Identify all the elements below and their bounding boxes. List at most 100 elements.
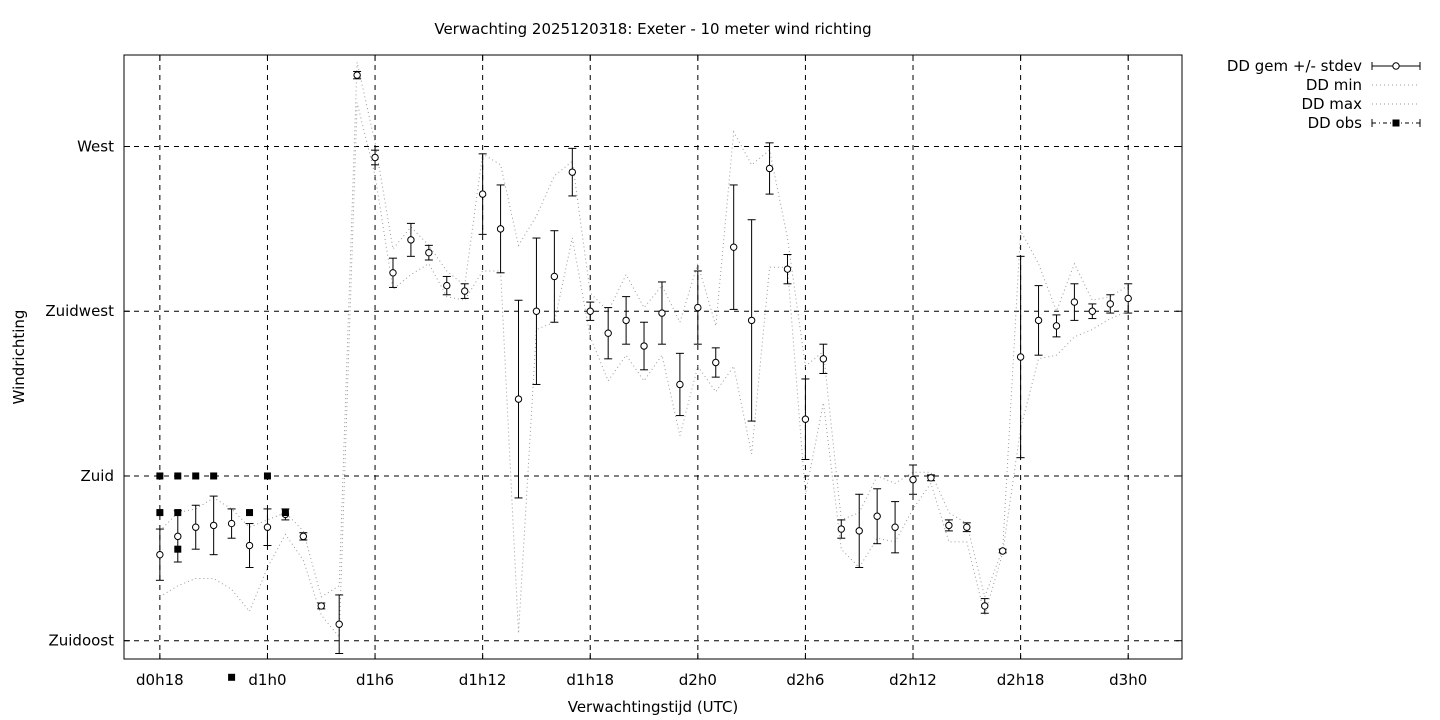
dd-min-line bbox=[159, 102, 1129, 639]
dd-mean-errorbar bbox=[657, 281, 666, 345]
dd-mean-point bbox=[156, 550, 164, 559]
dd-mean-point bbox=[514, 395, 523, 403]
dd-mean-errorbar bbox=[1070, 283, 1079, 321]
dd-mean-point bbox=[855, 527, 863, 535]
dd-mean-point bbox=[174, 532, 182, 541]
dd-mean-point bbox=[658, 309, 666, 317]
dd-obs-point bbox=[210, 472, 218, 480]
y-tick-label: Zuid bbox=[81, 467, 114, 485]
legend-swatch-point bbox=[1392, 62, 1400, 70]
dd-mean-errorbar bbox=[622, 296, 631, 345]
dd-mean-point bbox=[192, 523, 200, 531]
dd-mean-errorbar bbox=[926, 474, 935, 482]
dd-mean-errorbar bbox=[245, 523, 254, 568]
dd-mean-point bbox=[998, 547, 1007, 555]
dd-mean-point bbox=[927, 474, 935, 482]
dd-obs-point bbox=[281, 509, 289, 517]
dd-mean-errorbar bbox=[765, 142, 774, 195]
dd-mean-point bbox=[317, 602, 325, 610]
dd-mean-errorbar bbox=[406, 222, 415, 257]
x-tick-label: d2h12 bbox=[889, 671, 937, 689]
dd-mean-point bbox=[353, 71, 361, 79]
dd-mean-errorbar bbox=[604, 307, 613, 360]
plot-frame bbox=[123, 54, 1183, 660]
dd-mean-errorbar bbox=[388, 257, 397, 288]
dd-mean-point bbox=[245, 541, 254, 550]
dd-mean-point bbox=[1106, 300, 1114, 308]
legend-label: DD obs bbox=[1308, 114, 1363, 132]
dd-mean-point bbox=[263, 523, 272, 531]
x-tick-label: d0h18 bbox=[136, 671, 184, 689]
dd-mean-point bbox=[1016, 353, 1025, 361]
dd-mean-errorbar bbox=[675, 352, 684, 417]
dd-mean-errorbar bbox=[1106, 294, 1115, 314]
dd-mean-point bbox=[963, 523, 971, 531]
dd-mean-point bbox=[747, 316, 756, 325]
dd-mean-errorbar bbox=[568, 147, 577, 197]
dd-mean-point bbox=[729, 243, 738, 251]
dd-mean-point bbox=[1052, 322, 1061, 330]
x-axis-label: Verwachtingstijd (UTC) bbox=[568, 698, 739, 716]
dd-mean-point bbox=[945, 521, 953, 530]
dd-mean-errorbar bbox=[980, 598, 989, 614]
dd-mean-errorbar bbox=[550, 230, 559, 323]
dd-mean-errorbar bbox=[335, 594, 344, 655]
dd-mean-errorbar bbox=[155, 528, 164, 581]
dd-mean-errorbar bbox=[819, 343, 828, 374]
legend-swatch-point bbox=[1392, 119, 1400, 127]
dd-mean-errorbar bbox=[1034, 285, 1043, 356]
dd-mean-errorbar bbox=[998, 547, 1007, 555]
dd-mean-errorbar bbox=[837, 519, 846, 539]
dd-mean-point bbox=[425, 248, 433, 257]
dd-mean-errorbar bbox=[747, 219, 756, 422]
dd-mean-point bbox=[640, 342, 648, 350]
dd-mean-point bbox=[801, 415, 810, 423]
dd-mean-errorbar bbox=[514, 299, 523, 499]
dd-obs-point bbox=[246, 509, 254, 517]
dd-mean-errorbar bbox=[640, 321, 649, 371]
dd-obs-point bbox=[228, 673, 236, 681]
legend-label: DD min bbox=[1306, 76, 1362, 94]
x-tick-label: d1h18 bbox=[566, 671, 614, 689]
dd-mean-errorbar bbox=[891, 501, 900, 554]
dd-mean-point bbox=[676, 380, 684, 389]
x-tick-label: d1h12 bbox=[459, 671, 507, 689]
dd-mean-point bbox=[371, 153, 379, 162]
dd-mean-point bbox=[1070, 298, 1079, 306]
legend-label: DD gem +/- stdev bbox=[1227, 57, 1362, 75]
dd-mean-errorbar bbox=[711, 347, 720, 378]
dd-obs-point bbox=[156, 509, 164, 517]
dd-mean-errorbar bbox=[353, 70, 362, 80]
dd-mean-errorbar bbox=[783, 254, 792, 285]
dd-mean-point bbox=[461, 287, 469, 295]
dd-mean-point bbox=[478, 190, 487, 198]
dd-mean-errorbar bbox=[227, 508, 236, 539]
dd-mean-errorbar bbox=[944, 519, 953, 532]
dd-mean-errorbar bbox=[962, 522, 971, 533]
dd-mean-point bbox=[783, 265, 792, 273]
dd-mean-point bbox=[568, 168, 577, 176]
dd-mean-errorbar bbox=[424, 244, 433, 261]
x-tick-label: d1h0 bbox=[248, 671, 286, 689]
dd-obs-point bbox=[192, 472, 200, 480]
dd-mean-errorbar bbox=[478, 153, 487, 235]
dd-mean-errorbar bbox=[173, 510, 182, 563]
x-tick-label: d3h0 bbox=[1109, 671, 1147, 689]
dd-mean-point bbox=[891, 523, 899, 531]
dd-mean-point bbox=[209, 521, 218, 530]
dd-mean-point bbox=[299, 532, 308, 541]
series-marks bbox=[155, 62, 1133, 681]
dd-obs-point bbox=[174, 509, 182, 517]
dd-mean-errorbar bbox=[191, 504, 200, 550]
dd-mean-point bbox=[586, 307, 594, 315]
dd-mean-errorbar bbox=[317, 602, 326, 610]
dd-mean-point bbox=[1124, 294, 1132, 303]
dd-mean-errorbar bbox=[532, 237, 541, 385]
dd-mean-errorbar bbox=[496, 184, 505, 274]
dd-mean-point bbox=[694, 303, 702, 312]
dd-mean-errorbar bbox=[209, 495, 218, 556]
dd-mean-errorbar bbox=[442, 275, 451, 296]
dd-mean-point bbox=[335, 620, 343, 628]
legend-label: DD max bbox=[1301, 95, 1362, 113]
dd-obs-point bbox=[263, 472, 271, 480]
